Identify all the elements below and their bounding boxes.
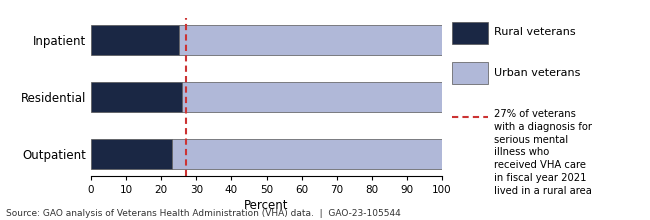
Text: Urban veterans: Urban veterans (494, 68, 580, 78)
Bar (91, 82, 182, 112)
Bar (91, 139, 172, 169)
Bar (172, 139, 442, 169)
Text: Rural veterans: Rural veterans (494, 27, 576, 37)
X-axis label: Percent: Percent (244, 199, 289, 212)
Bar (91, 25, 179, 55)
Text: 27% of veterans
with a diagnosis for
serious mental
illness who
received VHA car: 27% of veterans with a diagnosis for ser… (494, 109, 592, 196)
Bar (179, 25, 442, 55)
Bar (182, 82, 442, 112)
Text: Source: GAO analysis of Veterans Health Administration (VHA) data.  |  GAO-23-10: Source: GAO analysis of Veterans Health … (6, 209, 401, 218)
